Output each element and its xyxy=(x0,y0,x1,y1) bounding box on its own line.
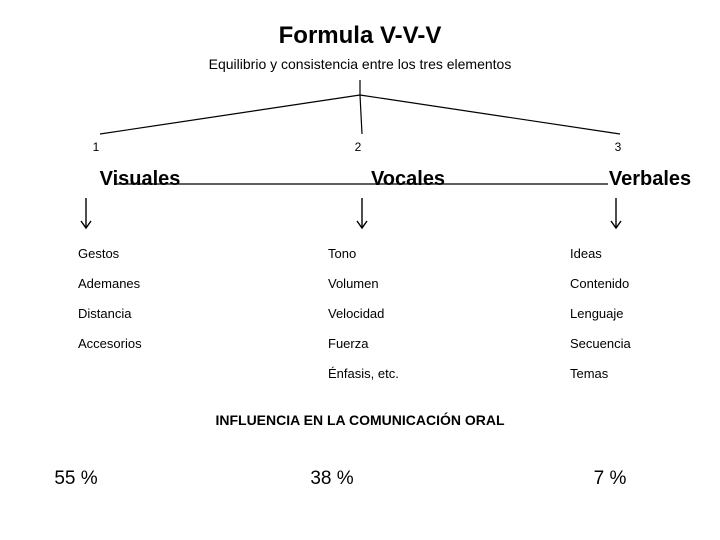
list-item: Temas xyxy=(570,366,720,381)
branch-number: 1 xyxy=(86,140,106,154)
down-arrow-icon xyxy=(606,198,626,238)
list-item: Fuerza xyxy=(328,336,488,351)
list-item: Ideas xyxy=(570,246,720,261)
percent-value: 38 % xyxy=(292,468,372,490)
list-item: Distancia xyxy=(78,306,238,321)
list-item: Énfasis, etc. xyxy=(328,366,488,381)
down-arrow-icon xyxy=(76,198,96,238)
list-item: Lenguaje xyxy=(570,306,720,321)
list-item: Tono xyxy=(328,246,488,261)
branch-number: 3 xyxy=(608,140,628,154)
page-title: Formula V-V-V xyxy=(0,22,720,50)
percent-value: 7 % xyxy=(570,468,650,490)
category-heading: Visuales xyxy=(60,168,220,191)
branch-number: 2 xyxy=(348,140,368,154)
down-arrow-icon xyxy=(352,198,372,238)
category-heading: Vocales xyxy=(328,168,488,191)
list-item: Accesorios xyxy=(78,336,238,351)
list-item: Ademanes xyxy=(78,276,238,291)
list-item: Gestos xyxy=(78,246,238,261)
list-item: Secuencia xyxy=(570,336,720,351)
percent-value: 55 % xyxy=(36,468,116,490)
subtitle: Equilibrio y consistencia entre los tres… xyxy=(0,56,720,72)
influence-heading: INFLUENCIA EN LA COMUNICACIÓN ORAL xyxy=(0,412,720,428)
branch-diagram xyxy=(0,80,720,140)
list-item: Contenido xyxy=(570,276,720,291)
list-item: Velocidad xyxy=(328,306,488,321)
list-item: Volumen xyxy=(328,276,488,291)
category-heading: Verbales xyxy=(570,168,720,191)
